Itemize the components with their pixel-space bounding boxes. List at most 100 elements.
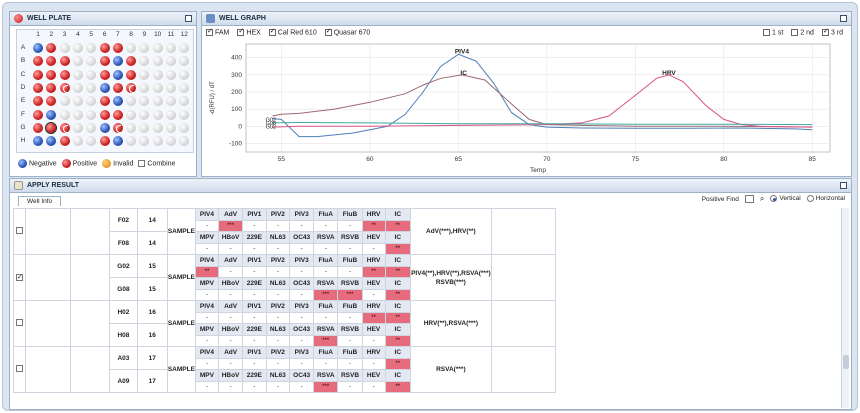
well-G10[interactable] (152, 122, 163, 133)
checkbox-3-rd[interactable]: 3 rd (821, 27, 843, 36)
maximize-icon[interactable] (840, 15, 847, 22)
table-row[interactable]: ** - - - - - - ** ** (14, 265, 580, 278)
well-D12[interactable] (179, 82, 190, 93)
well-A2[interactable] (46, 43, 57, 53)
well-A12[interactable] (179, 43, 190, 53)
well-D6[interactable] (99, 82, 110, 93)
well-D2[interactable] (46, 82, 57, 93)
well-A4[interactable] (72, 43, 83, 53)
vertical-radio[interactable]: Vertical (770, 195, 801, 203)
table-row[interactable]: - - - - - - - - ** (14, 242, 580, 255)
well-B8[interactable] (126, 56, 137, 67)
well-A6[interactable] (99, 43, 110, 53)
well-D10[interactable] (152, 82, 163, 93)
comment-cell[interactable] (490, 208, 556, 255)
well-B4[interactable] (72, 56, 83, 67)
table-row[interactable]: A03 17 SAMPLE PIV4 AdV PIV1 PIV2 PIV3 FluA FluB HR… (13, 346, 580, 393)
well-G9[interactable] (139, 122, 150, 133)
well-G5[interactable] (86, 122, 97, 133)
tab-well-info[interactable]: Well Info (18, 196, 62, 206)
well-E10[interactable] (152, 96, 163, 107)
well-E6[interactable] (99, 96, 110, 107)
well-E3[interactable] (59, 96, 70, 107)
well-H12[interactable] (179, 136, 190, 147)
well-D8[interactable] (126, 82, 137, 93)
well-H2[interactable] (46, 136, 57, 147)
well-C9[interactable] (139, 69, 150, 80)
well-H5[interactable] (86, 136, 97, 147)
well-C11[interactable] (166, 69, 176, 80)
well-A8[interactable] (126, 43, 137, 53)
well-F10[interactable] (152, 109, 163, 120)
well-G2[interactable] (45, 121, 58, 134)
well-F8[interactable] (126, 109, 137, 120)
well-B9[interactable] (139, 56, 150, 67)
well-F4[interactable] (72, 109, 83, 120)
well-A11[interactable] (166, 43, 176, 53)
well-C12[interactable] (179, 69, 190, 80)
well-G12[interactable] (179, 122, 190, 133)
checkbox-1-st[interactable]: 1 st (763, 29, 783, 36)
well-B11[interactable] (166, 56, 176, 67)
table-row[interactable]: ✓ G02 15 SAMPLE PIV4 AdV PIV1 PIV2 PIV3 FluA FluB H… (13, 254, 580, 301)
well-H10[interactable] (152, 136, 163, 147)
well-C4[interactable] (72, 69, 83, 80)
well-H3[interactable] (59, 136, 70, 147)
table-row[interactable]: A09 17 MPV HBoV 229E NL63 OC43 RSVA RSVB HEV IC (14, 369, 580, 393)
well-B12[interactable] (179, 56, 190, 67)
well-F2[interactable] (46, 109, 57, 120)
well-E1[interactable] (33, 96, 43, 107)
well-H4[interactable] (72, 136, 83, 147)
well-H11[interactable] (166, 136, 176, 147)
well-B3[interactable] (59, 56, 70, 67)
row-checkbox[interactable] (13, 208, 26, 255)
well-C10[interactable] (152, 69, 163, 80)
checkbox-quasar-670[interactable]: Quasar 670 (324, 27, 370, 36)
well-G8[interactable] (126, 122, 137, 133)
checkbox-hex[interactable]: HEX (237, 27, 261, 36)
well-E2[interactable] (46, 96, 57, 107)
well-C7[interactable] (112, 69, 123, 80)
table-row[interactable]: F02 14 SAMPLE PIV4 AdV PIV1 PIV2 PIV3 FluA FluB HR… (13, 208, 580, 255)
well-F12[interactable] (179, 109, 190, 120)
well-E7[interactable] (112, 96, 123, 107)
well-G4[interactable] (72, 122, 83, 133)
vertical-scrollbar[interactable] (841, 208, 849, 408)
table-row[interactable]: - *** - - - - - ** ** (14, 219, 580, 232)
combine-checkbox[interactable]: Combine (138, 159, 175, 167)
well-A7[interactable] (112, 43, 123, 53)
well-B1[interactable] (33, 56, 43, 67)
well-G11[interactable] (166, 122, 176, 133)
well-F11[interactable] (166, 109, 176, 120)
table-row[interactable]: H08 16 MPV HBoV 229E NL63 OC43 RSVA RSVB HEV IC (14, 323, 580, 347)
search-icon[interactable]: ⌕ (759, 194, 765, 203)
well-C8[interactable] (126, 69, 137, 80)
scroll-thumb[interactable] (843, 355, 849, 369)
well-B7[interactable] (112, 56, 123, 67)
well-D4[interactable] (72, 82, 83, 93)
horizontal-radio[interactable]: Horizontal (806, 195, 845, 203)
table-row[interactable]: F08 14 MPV HBoV 229E NL63 OC43 RSVA RSVB HEV IC (14, 231, 580, 255)
well-H8[interactable] (126, 136, 137, 147)
row-checkbox[interactable]: ✓ (13, 254, 26, 301)
well-E4[interactable] (72, 96, 83, 107)
well-B10[interactable] (152, 56, 163, 67)
well-B2[interactable] (46, 56, 57, 67)
table-row[interactable]: - - - - - *** *** - ** (14, 288, 580, 301)
well-A9[interactable] (139, 43, 150, 53)
well-D7[interactable] (112, 82, 123, 93)
well-B5[interactable] (86, 56, 97, 67)
well-G7[interactable] (112, 122, 123, 133)
well-H6[interactable] (99, 136, 110, 147)
comment-cell[interactable] (490, 346, 556, 393)
comment-cell[interactable] (490, 254, 556, 301)
maximize-icon[interactable] (840, 182, 847, 189)
well-G3[interactable] (59, 122, 70, 133)
well-B6[interactable] (99, 56, 110, 67)
well-E8[interactable] (126, 96, 137, 107)
well-H9[interactable] (139, 136, 150, 147)
well-H7[interactable] (112, 136, 123, 147)
checkbox-fam[interactable]: FAM (206, 27, 229, 36)
well-D1[interactable] (33, 82, 43, 93)
well-C6[interactable] (99, 69, 110, 80)
